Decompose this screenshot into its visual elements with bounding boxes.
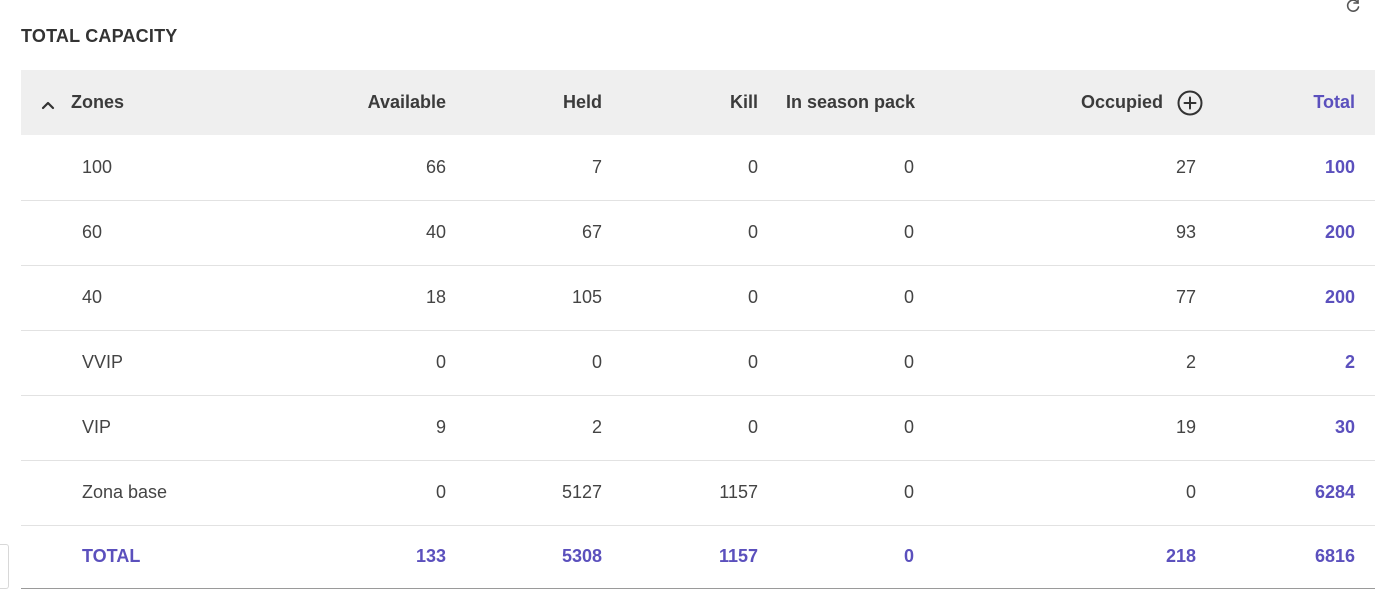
cell-kill: 0 [747,352,758,372]
section-title: TOTAL CAPACITY [21,26,178,46]
table-row: 100 66 7 0 0 27 100 [21,135,1375,200]
cell-total-label: TOTAL [82,546,141,566]
chevron-up-icon[interactable] [39,96,57,110]
cell-total: 6284 [1314,482,1355,502]
cell-available: 18 [425,287,446,307]
table-row: 60 40 67 0 0 93 200 [21,200,1375,265]
totals-row: TOTAL 133 5308 1157 0 218 6816 [21,525,1375,588]
header-total: Total [1313,92,1355,112]
cell-total-available: 133 [415,546,446,566]
cell-zone: VVIP [82,352,124,372]
cell-in-season-pack: 0 [903,287,914,307]
header-in-season-pack: In season pack [786,92,916,112]
cell-total: 200 [1324,287,1355,307]
cell-occupied: 19 [1175,417,1196,437]
table-header-row: Zones Available Held Kill In season pack… [21,70,1375,135]
cell-kill: 1157 [719,482,758,502]
header-kill: Kill [729,92,758,112]
header-occupied: Occupied [935,70,1215,135]
cell-in-season-pack: 0 [903,417,914,437]
cell-held: 105 [571,287,602,307]
cell-held: 2 [591,417,602,437]
cell-total-held: 5308 [561,546,602,566]
table-row: Zona base 0 5127 1157 0 0 6284 [21,460,1375,525]
cell-total: 200 [1324,222,1355,242]
cell-total: 30 [1334,417,1355,437]
capacity-table: Zones Available Held Kill In season pack… [21,70,1375,589]
cell-occupied: 0 [1185,482,1196,502]
header-zones-label: Zones [71,92,125,112]
table-row: VIP 9 2 0 0 19 30 [21,395,1375,460]
cell-occupied: 2 [1185,352,1196,372]
cell-available: 9 [435,417,446,437]
cell-in-season-pack: 0 [903,352,914,372]
cell-kill: 0 [747,156,758,177]
header-held: Held [562,92,602,112]
cell-available: 66 [425,156,446,177]
cell-available: 0 [435,352,446,372]
cell-occupied: 27 [1175,156,1196,177]
cell-total: 100 [1324,156,1355,177]
cell-zone: Zona base [82,482,168,502]
cell-kill: 0 [747,417,758,437]
side-panel-handle[interactable] [0,544,9,589]
refresh-icon[interactable] [1344,0,1362,14]
header-available: Available [367,92,446,112]
cell-occupied: 93 [1175,222,1196,242]
cell-in-season-pack: 0 [903,156,914,177]
cell-available: 40 [425,222,446,242]
cell-kill: 0 [747,287,758,307]
cell-held: 67 [581,222,602,242]
cell-zone: 40 [82,287,103,307]
cell-available: 0 [435,482,446,502]
cell-in-season-pack: 0 [903,482,914,502]
cell-grand-total: 6816 [1314,546,1355,566]
cell-total-occupied: 218 [1165,546,1196,566]
cell-total-in-season-pack: 0 [903,546,914,566]
table-row: VVIP 0 0 0 0 2 2 [21,330,1375,395]
cell-zone: 60 [82,222,103,242]
header-occupied-label: Occupied [1080,92,1163,112]
cell-zone: VIP [82,417,112,437]
cell-total: 2 [1344,352,1355,372]
table-row: 40 18 105 0 0 77 200 [21,265,1375,330]
header-zones: Zones [21,70,221,135]
cell-held: 5127 [561,482,602,502]
cell-held: 7 [591,156,602,177]
plus-circle-icon[interactable] [1177,90,1203,116]
cell-zone: 100 [82,156,113,177]
cell-held: 0 [591,352,602,372]
cell-occupied: 77 [1175,287,1196,307]
cell-total-kill: 1157 [718,546,758,566]
cell-in-season-pack: 0 [903,222,914,242]
cell-kill: 0 [747,222,758,242]
